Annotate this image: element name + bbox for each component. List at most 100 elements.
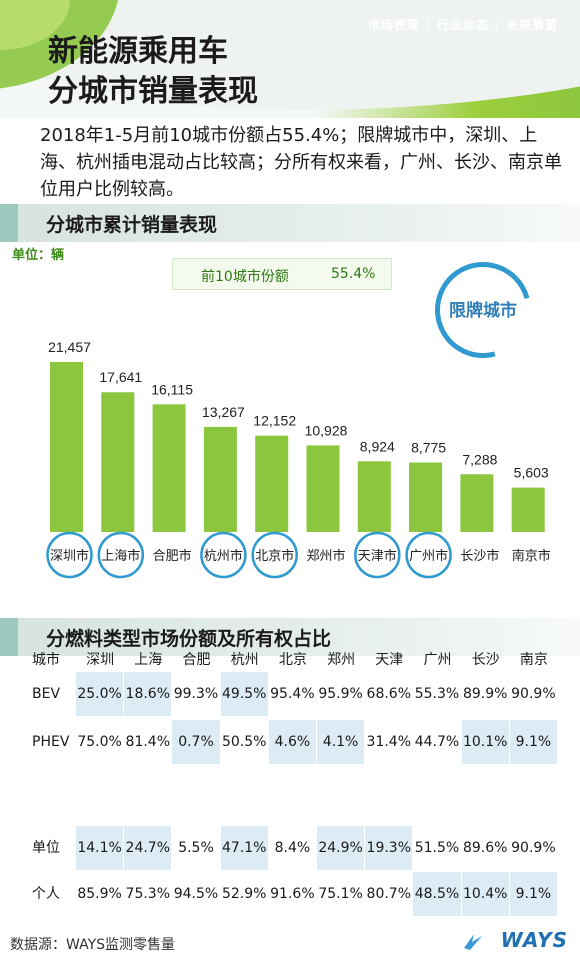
table-cell: 19.3% xyxy=(365,826,413,870)
row-label: 单位 xyxy=(32,840,60,856)
sales-bar-chart: 21,457 深圳市 17,641 上海市 16,115 合肥市 13,267 杭州市 12,1… xyxy=(46,339,551,579)
bar-上海市 xyxy=(101,392,135,532)
category-label: 南京市 xyxy=(512,548,551,564)
table-header-cell: 杭州 xyxy=(230,652,259,668)
value-label: 13,267 xyxy=(202,404,245,420)
table-row: 个人 85.9% 75.3% 94.5% 52.9% 91.6% 75.1% 80.7% 48.… xyxy=(28,872,558,916)
table-cell: 81.4% xyxy=(125,734,171,750)
section-accent xyxy=(0,204,18,242)
row-label: PHEV xyxy=(32,734,70,750)
bar-广州市 xyxy=(409,462,443,532)
table-cell: 24.9% xyxy=(317,826,365,870)
bar-深圳市 xyxy=(50,362,83,532)
table-header-cell: 上海 xyxy=(134,652,163,668)
table-cell: 85.9% xyxy=(77,886,122,902)
table-cell: 90.9% xyxy=(511,686,556,702)
table-cell: 75.3% xyxy=(125,886,171,902)
table-cell: 52.9% xyxy=(221,886,267,902)
table-header-cell: 南京 xyxy=(519,652,548,668)
limited-city-legend: 限牌城市 xyxy=(417,244,549,376)
row-label: BEV xyxy=(32,686,61,702)
table-cell: 0.7% xyxy=(172,720,220,764)
table-cell: 47.1% xyxy=(220,826,268,870)
page-title: 新能源乘用车 分城市销量表现 xyxy=(48,32,258,112)
value-label: 12,152 xyxy=(253,413,296,429)
nav-separator: / xyxy=(494,18,500,32)
table-cell: 75.0% xyxy=(77,734,122,750)
table-cell: 8.4% xyxy=(274,840,311,856)
section-accent xyxy=(0,618,18,656)
table-header-cell: 天津 xyxy=(375,652,404,668)
value-label: 16,115 xyxy=(151,381,193,397)
table-cell: 49.5% xyxy=(220,672,268,716)
unit-label: 单位：辆 xyxy=(12,248,65,263)
table-cell: 9.1% xyxy=(509,720,557,764)
top-nav: 市场表现 / 行业动态 / 未来展望 xyxy=(368,16,558,33)
table-header-label: 城市 xyxy=(32,652,60,668)
ways-logo: WAYS xyxy=(500,928,568,952)
table-header-cell: 合肥 xyxy=(182,652,211,668)
limited-city-ring xyxy=(200,531,247,579)
category-label: 深圳市 xyxy=(50,548,89,564)
summary-text: 2018年1-5月前10城市份额占55.4%；限牌城市中，深圳、上海、杭州插电混… xyxy=(40,125,562,200)
table-cell: 24.7% xyxy=(124,826,172,870)
table-cell: 44.7% xyxy=(414,734,460,750)
value-label: 17,641 xyxy=(99,369,142,385)
table-cell: 48.5% xyxy=(413,872,461,916)
table-row: PHEV 75.0% 81.4% 0.7% 50.5% 4.6% 4.1% 31.4% 44.7… xyxy=(28,720,558,764)
table-header-cell: 广州 xyxy=(423,652,452,668)
table-cell: 25.0% xyxy=(76,672,124,716)
bar-杭州市 xyxy=(203,426,237,532)
section-header-sales: 分城市累计销量表现 xyxy=(0,204,580,242)
limited-city-ring xyxy=(46,531,93,579)
limited-city-ring xyxy=(251,531,298,579)
table-cell: 5.5% xyxy=(178,840,214,856)
table-header-cell: 深圳 xyxy=(86,652,115,668)
limited-city-ring xyxy=(405,531,452,579)
top10-share-box: 前10城市份额 55.4% xyxy=(172,258,392,290)
category-label: 合肥市 xyxy=(153,548,192,564)
bar-北京市 xyxy=(255,435,289,532)
table-cell: 90.9% xyxy=(511,840,556,856)
table-cell: 75.1% xyxy=(318,886,363,902)
table-cell: 89.9% xyxy=(462,686,508,702)
table-cell: 10.4% xyxy=(461,872,509,916)
table-cell: 95.4% xyxy=(270,686,315,702)
table-header-cell: 郑州 xyxy=(327,652,356,668)
table-cell: 51.5% xyxy=(414,840,460,856)
table-cell: 4.1% xyxy=(317,720,365,764)
limited-city-ring xyxy=(97,531,145,579)
bar-南京市 xyxy=(511,487,545,532)
table-header-cell: 长沙 xyxy=(471,652,500,668)
table-cell: 18.6% xyxy=(124,672,172,716)
table-header-cell: 北京 xyxy=(278,652,307,668)
table-cell: 55.3% xyxy=(414,686,460,702)
category-label: 天津市 xyxy=(358,548,397,564)
table-cell: 99.3% xyxy=(173,686,219,702)
bar-郑州市 xyxy=(306,445,340,532)
table-cell: 31.4% xyxy=(366,734,412,750)
table-row: 单位 14.1% 24.7% 5.5% 47.1% 8.4% 24.9% 19.3% 51.5%… xyxy=(28,826,558,870)
nav-separator: / xyxy=(425,18,431,32)
data-source: 数据源：WAYS监测零售量 xyxy=(10,937,176,953)
table-cell: 91.6% xyxy=(270,886,315,902)
row-label: 个人 xyxy=(32,886,60,902)
category-label: 上海市 xyxy=(101,548,140,564)
title-line-2: 分城市销量表现 xyxy=(48,74,258,109)
table-cell: 4.6% xyxy=(268,720,316,764)
value-label: 8,924 xyxy=(360,438,395,454)
nav-item-market[interactable]: 市场表现 xyxy=(367,18,420,32)
ways-logo-icon xyxy=(464,934,482,950)
header-banner xyxy=(0,0,580,118)
share-value: 55.4% xyxy=(331,266,376,282)
nav-item-future[interactable]: 未来展望 xyxy=(505,18,558,32)
table-cell: 10.1% xyxy=(461,720,509,764)
section-header-fuel: 分燃料类型市场份额及所有权占比 xyxy=(0,618,580,656)
table-cell: 14.1% xyxy=(76,826,124,870)
value-label: 21,457 xyxy=(48,339,91,355)
table-cell: 50.5% xyxy=(221,734,267,750)
nav-item-industry[interactable]: 行业动态 xyxy=(436,18,489,32)
bar-长沙市 xyxy=(460,474,494,532)
category-label: 杭州市 xyxy=(204,548,243,564)
table-header-row: 城市 深圳 上海 合肥 杭州 北京 郑州 天津 广州 长沙 南京 xyxy=(28,638,558,682)
